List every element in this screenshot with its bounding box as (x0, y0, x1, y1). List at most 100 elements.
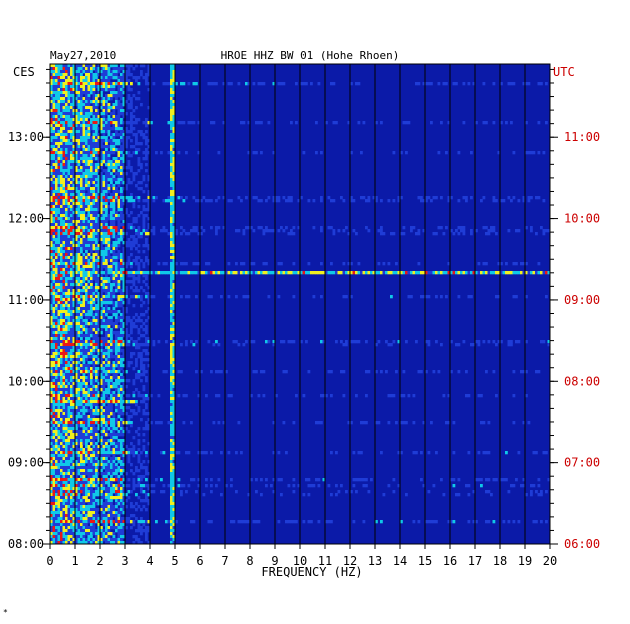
heatmap-cell (72, 358, 76, 362)
heatmap-cell (65, 298, 68, 302)
heatmap-cell (87, 106, 91, 110)
heatmap-cell (172, 283, 176, 287)
heatmap-cell (92, 226, 96, 230)
heatmap-cell (55, 298, 58, 302)
heatmap-cell (92, 421, 96, 425)
heatmap-cell (197, 262, 201, 266)
heatmap-cell (52, 223, 56, 227)
heatmap-cell (465, 196, 468, 200)
heatmap-cell (105, 106, 108, 110)
heatmap-cell (72, 241, 76, 245)
heatmap-cell (105, 406, 108, 410)
heatmap-cell (52, 292, 56, 296)
heatmap-cell (55, 208, 58, 212)
heatmap-cell (140, 130, 143, 134)
heatmap-cell (95, 169, 98, 173)
heatmap-cell (97, 292, 101, 296)
heatmap-cell (67, 370, 71, 374)
heatmap-cell (90, 109, 93, 113)
heatmap-cell (122, 226, 126, 230)
heatmap-cell (87, 304, 91, 308)
heatmap-cell (505, 271, 508, 275)
heatmap-cell (50, 67, 53, 71)
heatmap-cell (180, 271, 183, 275)
heatmap-cell (120, 94, 123, 98)
heatmap-cell (100, 250, 103, 254)
heatmap-cell (72, 265, 76, 269)
heatmap-cell (55, 295, 58, 299)
heatmap-cell (72, 406, 76, 410)
heatmap-cell (292, 232, 296, 236)
heatmap-cell (95, 106, 98, 110)
heatmap-cell (125, 421, 128, 425)
heatmap-cell (67, 64, 71, 68)
heatmap-cell (85, 388, 88, 392)
heatmap-cell (90, 79, 93, 83)
heatmap-cell (100, 382, 103, 386)
heatmap-cell (77, 202, 81, 206)
heatmap-cell (55, 91, 58, 95)
heatmap-cell (80, 391, 83, 395)
heatmap-cell (147, 232, 151, 236)
heatmap-cell (135, 172, 138, 176)
heatmap-cell (77, 412, 81, 416)
heatmap-cell (82, 265, 86, 269)
heatmap-cell (62, 391, 66, 395)
heatmap-cell (172, 409, 176, 413)
heatmap-cell (57, 298, 61, 302)
heatmap-cell (102, 232, 106, 236)
heatmap-cell (77, 154, 81, 158)
heatmap-cell (70, 328, 73, 332)
heatmap-cell (102, 151, 106, 155)
heatmap-cell (97, 295, 101, 299)
heatmap-cell (90, 85, 93, 89)
heatmap-cell (222, 196, 226, 200)
heatmap-cell (107, 301, 111, 305)
heatmap-cell (100, 328, 103, 332)
heatmap-cell (55, 427, 58, 431)
heatmap-cell (90, 373, 93, 377)
heatmap-cell (170, 73, 173, 77)
heatmap-cell (117, 169, 121, 173)
heatmap-cell (102, 109, 106, 113)
heatmap-cell (60, 277, 63, 281)
heatmap-cell (82, 82, 86, 86)
heatmap-cell (185, 343, 188, 347)
heatmap-cell (525, 340, 528, 344)
heatmap-cell (100, 385, 103, 389)
heatmap-cell (142, 223, 146, 227)
heatmap-cell (75, 151, 78, 155)
heatmap-cell (170, 289, 173, 293)
heatmap-cell (172, 112, 176, 116)
heatmap-cell (402, 271, 406, 275)
heatmap-cell (97, 181, 101, 185)
heatmap-cell (80, 73, 83, 77)
heatmap-cell (95, 118, 98, 122)
heatmap-cell (285, 226, 288, 230)
heatmap-cell (135, 217, 138, 221)
heatmap-cell (170, 202, 173, 206)
heatmap-cell (547, 340, 551, 344)
heatmap-cell (170, 382, 173, 386)
heatmap-cell (50, 241, 53, 245)
heatmap-cell (60, 67, 63, 71)
heatmap-cell (125, 79, 128, 83)
heatmap-cell (147, 427, 151, 431)
heatmap-cell (102, 388, 106, 392)
heatmap-cell (137, 277, 141, 281)
heatmap-cell (62, 139, 66, 143)
heatmap-cell (77, 346, 81, 350)
heatmap-cell (405, 340, 408, 344)
heatmap-cell (52, 355, 56, 359)
heatmap-cell (512, 295, 516, 299)
heatmap-cell (77, 124, 81, 128)
heatmap-cell (107, 253, 111, 257)
heatmap-cell (92, 400, 96, 404)
heatmap-cell (102, 343, 106, 347)
heatmap-cell (117, 286, 121, 290)
heatmap-cell (482, 121, 486, 125)
heatmap-cell (87, 328, 91, 332)
heatmap-cell (85, 226, 88, 230)
heatmap-cell (87, 370, 91, 374)
heatmap-cell (172, 184, 176, 188)
